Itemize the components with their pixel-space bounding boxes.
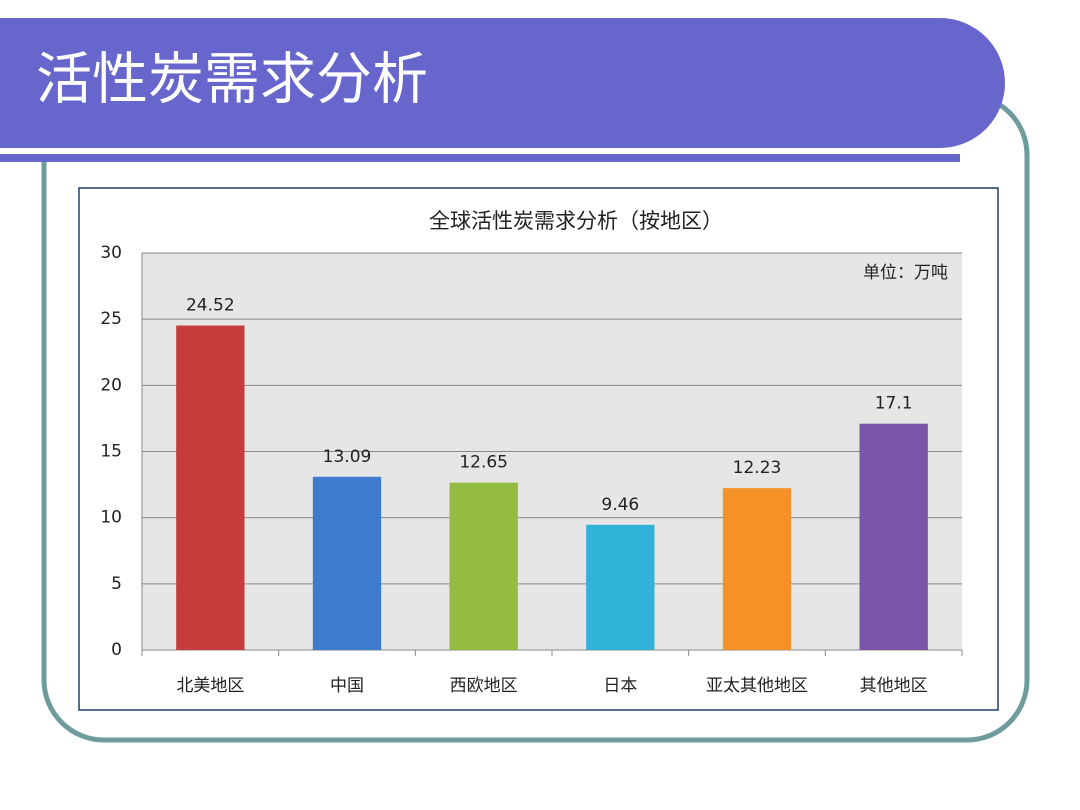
value-label: 24.52: [186, 296, 235, 316]
x-tick-label: 亚太其他地区: [706, 676, 808, 696]
unit-annotation: 单位：万吨: [863, 263, 948, 283]
y-tick-label: 0: [111, 640, 122, 660]
y-tick-label: 15: [100, 442, 122, 462]
x-tick-label: 北美地区: [176, 676, 244, 696]
header-rule: [0, 148, 955, 154]
value-label: 17.1: [875, 394, 913, 414]
y-tick-label: 30: [100, 243, 122, 263]
x-tick-label: 西欧地区: [450, 676, 518, 696]
bar: [312, 476, 382, 650]
value-label: 13.09: [323, 447, 372, 467]
header-band: [0, 18, 1005, 148]
value-label: 9.46: [601, 495, 639, 515]
y-tick-label: 25: [100, 309, 122, 329]
bar: [722, 488, 792, 650]
y-tick-label: 10: [100, 508, 122, 528]
chart-title: 全球活性炭需求分析（按地区）: [429, 209, 723, 233]
bar: [859, 423, 928, 650]
x-tick-label: 其他地区: [860, 676, 928, 696]
bar: [449, 482, 518, 650]
y-tick-label: 20: [100, 375, 122, 395]
bar: [176, 325, 245, 650]
y-tick-label: 5: [111, 574, 122, 594]
slide-title: 活性炭需求分析: [36, 48, 428, 113]
x-tick-label: 中国: [330, 676, 364, 696]
x-tick-label: 日本: [603, 676, 637, 696]
bar: [586, 524, 655, 650]
value-label: 12.23: [733, 458, 782, 478]
value-label: 12.65: [459, 453, 508, 473]
header-rule-lower: [0, 154, 960, 162]
